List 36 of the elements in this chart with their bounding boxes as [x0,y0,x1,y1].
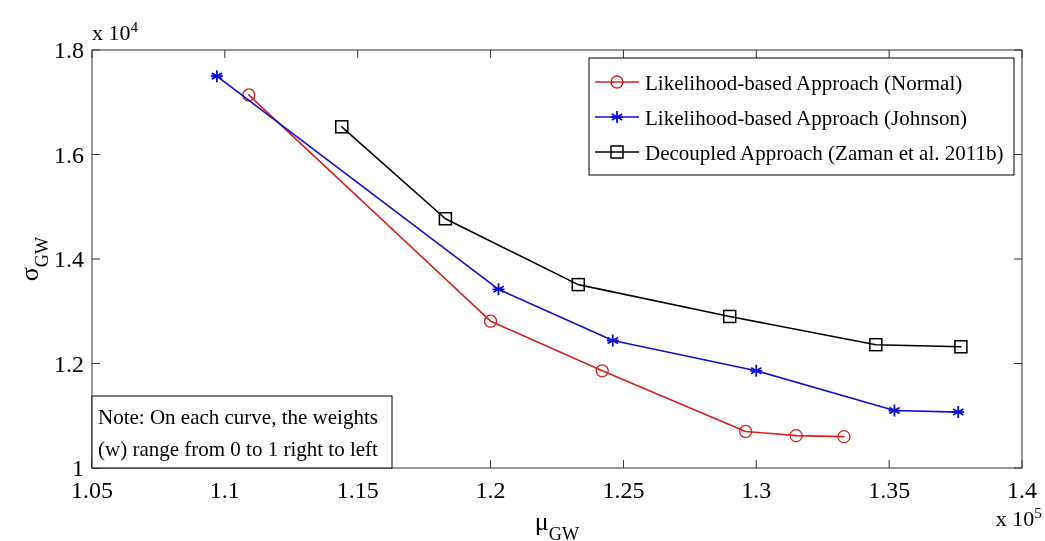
point [483,314,498,328]
text: x 10$^{4}$ [92,17,139,45]
x-tick-label: 1.35 [868,477,911,503]
point [739,424,753,439]
legend-label: Likelihood-based Approach (Johnson) [645,106,967,130]
x-tick-label: 1.1 [209,477,240,503]
y-tick-label: 1.2 [54,350,84,377]
point [491,282,506,297]
legend-label: Decoupled Approach (Zaman et al. 2011b) [645,141,1004,165]
point [954,340,968,354]
point [887,403,902,418]
point [789,428,803,443]
point [335,120,349,134]
x-axis-title: μ$_{GW}$ [534,507,580,541]
x-tick-label: 1.15 [336,477,379,503]
annotation: Note: On each curve, the weights (w) range from 0 to 1 right to left [98,405,379,461]
text: x 10$^{5}$ [995,503,1043,531]
point [595,364,609,378]
point [837,430,851,444]
point [951,405,966,419]
y-tick-label: 1.6 [54,141,84,168]
x-tick-label: 1.2 [475,477,506,503]
y-tick-label: 1.4 [54,246,84,272]
point [209,69,224,84]
point [438,212,453,226]
point [722,309,737,324]
x-tick-label: 1.3 [741,477,772,503]
point [605,333,620,348]
y-tick-label: 1.8 [54,37,84,63]
point [571,277,586,292]
x-tick-label: 1.25 [602,477,645,503]
point [869,337,883,352]
point [242,88,256,102]
legend-label: Likelihood-based Approach (Normal) [645,71,963,95]
x-tick-label: 1.4 [1007,477,1037,503]
point [749,363,764,378]
